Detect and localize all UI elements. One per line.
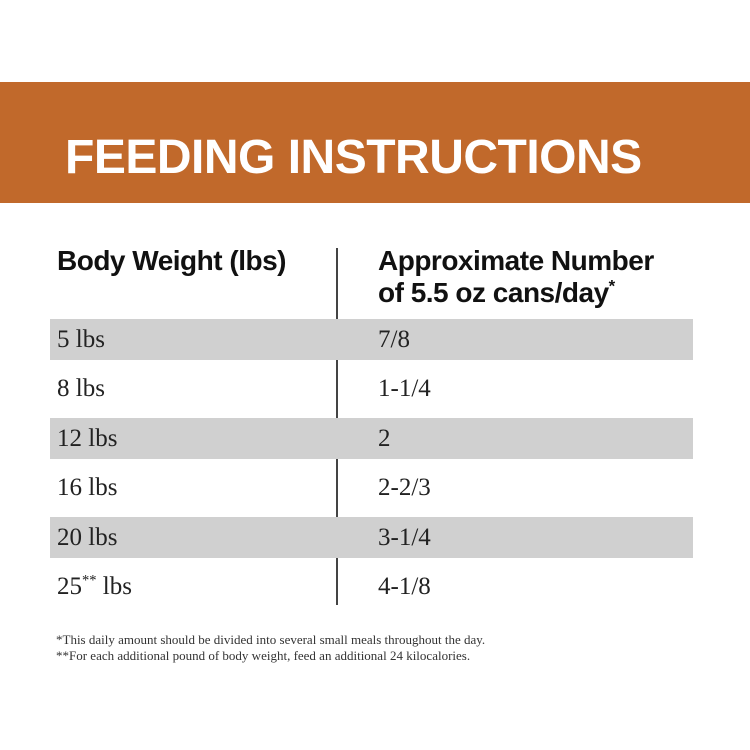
body-weight-cell: 25** lbs [57, 572, 132, 600]
table-row: 20 lbs 3-1/4 [50, 517, 693, 558]
cans-per-day-cell: 1-1/4 [378, 375, 431, 402]
banner: FEEDING INSTRUCTIONS [0, 82, 750, 203]
body-weight-cell: 20 lbs [57, 523, 118, 551]
body-weight-cell: 8 lbs [57, 375, 105, 402]
footnote-marker-asterisk: ** [82, 572, 97, 589]
page-title: FEEDING INSTRUCTIONS [65, 131, 642, 184]
table-row: 25** lbs 4-1/8 [50, 567, 693, 608]
table-row: 16 lbs 2-2/3 [50, 468, 693, 509]
footnote-marker-asterisk: * [608, 276, 616, 296]
table-row: 5 lbs 7/8 [50, 319, 693, 360]
body-weight-cell: 5 lbs [57, 325, 105, 353]
table-body: 5 lbs 7/8 8 lbs 1-1/4 12 lbs 2 16 lbs 2-2/3 20 l… [50, 319, 693, 608]
cans-per-day-cell: 7/8 [378, 325, 410, 353]
body-weight-cell: 12 lbs [57, 424, 118, 452]
footnote-additional-weight: **For each additional pound of body weig… [56, 648, 471, 663]
column-header-cans-line2: of 5.5 oz cans/day [378, 277, 609, 308]
column-header-cans-per-day: Approximate Number of 5.5 oz cans/day* [378, 245, 654, 309]
table-row: 8 lbs 1-1/4 [50, 369, 693, 410]
column-header-cans-line1: Approximate Number [378, 245, 654, 276]
body-weight-cell: 16 lbs [57, 474, 118, 501]
footnotes: *This daily amount should be divided int… [56, 632, 696, 664]
table-row: 12 lbs 2 [50, 418, 693, 459]
column-header-body-weight: Body Weight (lbs) [57, 245, 286, 276]
cans-per-day-cell: 3-1/4 [378, 523, 431, 551]
cans-per-day-cell: 2 [378, 424, 391, 452]
footnote-daily-amount: *This daily amount should be divided int… [56, 632, 486, 647]
cans-per-day-cell: 4-1/8 [378, 573, 431, 600]
cans-per-day-cell: 2-2/3 [378, 474, 431, 501]
